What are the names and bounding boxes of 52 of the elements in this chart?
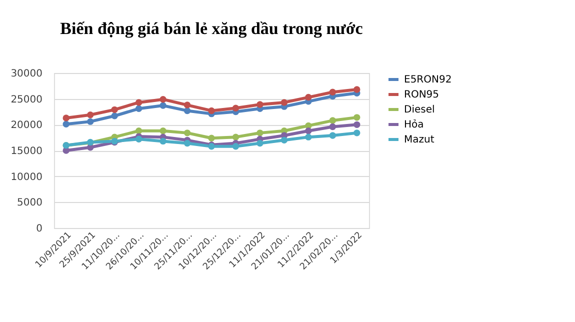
point (160, 128, 166, 134)
point (329, 88, 336, 96)
point (184, 130, 191, 136)
point (111, 106, 118, 114)
legend-label: Hỏa (404, 118, 424, 130)
point (232, 104, 240, 112)
point (184, 140, 191, 147)
legend-label: RON95 (404, 90, 440, 100)
point (208, 134, 215, 142)
point (135, 99, 142, 106)
point (256, 140, 264, 147)
point (160, 96, 166, 103)
point (184, 107, 191, 114)
point (184, 102, 191, 108)
point (111, 112, 118, 120)
y-tick-label: 15000 (10, 146, 42, 157)
chart-title: Biến động giá bán lẻ xăng dầu trong nước (60, 19, 364, 38)
point (160, 138, 166, 145)
point (208, 107, 215, 114)
point (86, 112, 94, 118)
point (256, 130, 264, 136)
point (305, 134, 312, 140)
point (354, 121, 360, 128)
point (280, 136, 288, 144)
y-tick-label: 30000 (10, 68, 42, 80)
point (232, 134, 240, 140)
point (160, 102, 166, 109)
point (329, 132, 336, 139)
legend-label: Diesel (404, 104, 435, 116)
y-tick-label: 25000 (10, 94, 42, 106)
point (256, 101, 264, 108)
point (62, 120, 70, 128)
point (232, 143, 240, 150)
y-tick-label: 5000 (17, 198, 42, 209)
point (305, 128, 312, 134)
point (354, 86, 360, 93)
legend-label: E5RON92 (404, 74, 452, 86)
point (329, 123, 336, 130)
point (354, 130, 360, 136)
y-tick-label: 0 (36, 224, 42, 234)
point (305, 94, 312, 101)
point (329, 117, 336, 124)
point (135, 128, 142, 134)
point (280, 99, 288, 106)
point (86, 118, 94, 125)
point (62, 114, 70, 122)
point (354, 114, 360, 121)
legend-label: Mazut (404, 134, 434, 146)
point (135, 105, 142, 112)
y-tick-label: 20000 (10, 120, 42, 132)
y-tick-label: 10000 (10, 172, 42, 183)
point (135, 136, 142, 142)
